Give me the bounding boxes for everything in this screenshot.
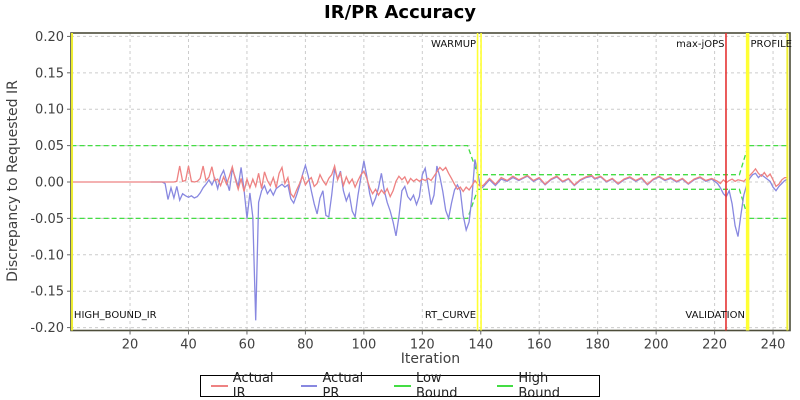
y-tick-label: -0.15 xyxy=(30,285,64,300)
legend-label: Low Bound xyxy=(415,371,458,400)
chart-title: IR/PR Accuracy xyxy=(324,2,476,23)
legend-item-actual-pr: Actual PR xyxy=(300,371,380,400)
phase-label-high-bound-ir: HIGH_BOUND_IR xyxy=(74,310,157,321)
series-lines xyxy=(71,144,790,321)
x-tick-label: 140 xyxy=(468,338,493,353)
legend-item-actual-ir: Actual IR xyxy=(211,371,287,400)
series-actual-ir xyxy=(71,163,788,199)
legend-label: Actual PR xyxy=(322,371,364,400)
y-tick-label: 0.05 xyxy=(35,139,64,154)
legend-swatch xyxy=(211,385,228,387)
y-tick-label: 0.15 xyxy=(35,66,64,81)
legend-swatch xyxy=(394,385,411,387)
legend: Actual IR Actual PR Low Bound High Bound xyxy=(200,371,600,400)
phase-label-profile: PROFILE xyxy=(751,39,792,50)
x-tick-label: 180 xyxy=(585,338,610,353)
y-tick-label: 0.20 xyxy=(35,30,64,45)
x-axis-label: Iteration xyxy=(400,351,461,367)
legend-swatch xyxy=(300,385,318,387)
phase-label-rt-curve: RT_CURVE xyxy=(425,310,476,321)
legend-item-high-bound: High Bound xyxy=(496,371,589,400)
phase-label-warmup: WARMUP xyxy=(431,39,476,50)
series-high-bound xyxy=(71,144,790,176)
y-axis-label: Discrepancy to Requested IR xyxy=(5,80,21,282)
x-tick-label: 60 xyxy=(239,338,256,353)
legend-swatch xyxy=(496,385,514,387)
series-low-bound xyxy=(71,188,790,220)
legend-label: Actual IR xyxy=(232,371,274,400)
x-tick-label: 220 xyxy=(702,338,727,353)
x-tick-label: 240 xyxy=(761,338,786,353)
x-tick-label: 160 xyxy=(527,338,552,353)
y-tick-label: -0.10 xyxy=(30,248,64,263)
x-tick-label: 200 xyxy=(644,338,669,353)
legend-label: High Bound xyxy=(518,371,560,400)
x-tick-label: 80 xyxy=(297,338,314,353)
phase-labels: WARMUP max-jOPS PROFILE HIGH_BOUND_IR RT_CUR… xyxy=(74,39,792,321)
y-tick-label: -0.20 xyxy=(30,321,64,336)
y-tick-label: -0.05 xyxy=(30,212,64,227)
axis-ticks: 20 40 60 80 100 120 140 160 180 200 220 240 0.20 0.15… xyxy=(30,30,785,353)
x-tick-label: 20 xyxy=(122,338,139,353)
x-tick-label: 100 xyxy=(351,338,376,353)
y-tick-label: 0.10 xyxy=(35,103,64,118)
plot-border xyxy=(70,32,791,332)
x-tick-label: 120 xyxy=(410,338,435,353)
phase-label-max-jops: max-jOPS xyxy=(676,39,724,50)
phase-markers xyxy=(71,33,789,331)
phase-label-validation: VALIDATION xyxy=(685,310,745,321)
x-tick-label: 40 xyxy=(180,338,197,353)
gridlines xyxy=(71,33,790,331)
y-tick-label: 0.00 xyxy=(35,176,64,191)
legend-item-low-bound: Low Bound xyxy=(394,371,482,400)
